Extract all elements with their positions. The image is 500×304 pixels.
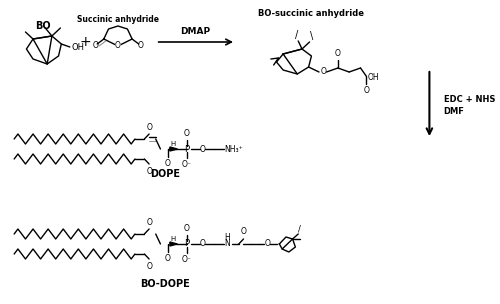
Text: P: P [184, 144, 190, 154]
Text: O: O [165, 254, 171, 263]
Text: OH: OH [368, 74, 380, 82]
Text: O: O [200, 240, 206, 248]
Text: OH: OH [72, 43, 85, 51]
Text: H: H [170, 236, 175, 242]
Text: H: H [170, 141, 175, 147]
Text: \: \ [310, 31, 313, 41]
Text: O⁻: O⁻ [182, 160, 192, 169]
Text: O: O [165, 159, 171, 168]
Polygon shape [170, 147, 177, 151]
Text: H: H [224, 233, 230, 242]
Text: DMF: DMF [444, 106, 464, 116]
Text: BO-DOPE: BO-DOPE [140, 279, 190, 289]
Text: O: O [138, 42, 143, 50]
Text: O: O [321, 67, 327, 77]
Text: DOPE: DOPE [150, 169, 180, 179]
Text: Succinic anhydride: Succinic anhydride [77, 15, 159, 23]
Text: O: O [146, 262, 152, 271]
Text: O: O [146, 167, 152, 176]
Text: O: O [184, 224, 190, 233]
Text: O: O [363, 86, 369, 95]
Text: BO: BO [34, 21, 50, 31]
Polygon shape [170, 242, 177, 246]
Text: O: O [240, 227, 246, 236]
Text: DMAP: DMAP [180, 27, 210, 36]
Text: O⁻: O⁻ [182, 255, 192, 264]
Text: O: O [146, 218, 152, 227]
Text: NH₃⁺: NH₃⁺ [224, 144, 244, 154]
Text: O: O [184, 129, 190, 138]
Text: O: O [200, 144, 206, 154]
Text: /: / [294, 30, 298, 40]
Text: O: O [335, 49, 341, 58]
Text: /: / [298, 225, 301, 234]
Text: N: N [224, 240, 230, 248]
Text: P: P [184, 240, 190, 248]
Text: O: O [146, 123, 152, 132]
Text: +: + [79, 35, 91, 49]
Text: O: O [92, 42, 98, 50]
Text: BO-succinic anhydride: BO-succinic anhydride [258, 9, 364, 19]
Text: O: O [264, 240, 270, 248]
Text: O: O [115, 42, 121, 50]
Text: EDC + NHS: EDC + NHS [444, 95, 495, 103]
